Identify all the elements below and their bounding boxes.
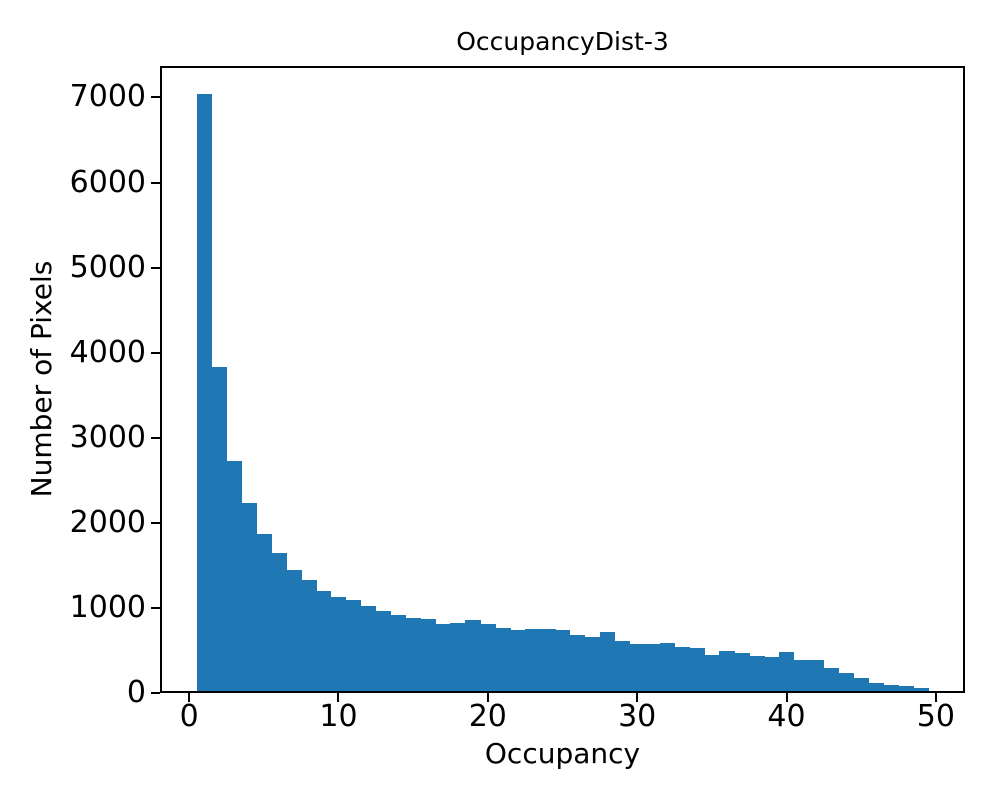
histogram-bar [569, 634, 586, 691]
histogram-bar [211, 366, 227, 691]
histogram-bar [764, 656, 780, 691]
histogram-bar [510, 630, 526, 691]
y-tick-mark [151, 521, 160, 524]
histogram-bar [525, 628, 541, 691]
histogram-bar [614, 641, 631, 691]
histogram-bar [719, 650, 735, 691]
x-tick-label: 50 [916, 699, 955, 734]
chart-title: OccupancyDist-3 [456, 27, 669, 56]
histogram-bar [689, 647, 705, 691]
y-tick-mark [151, 351, 160, 354]
y-tick-label: 5000 [69, 249, 146, 285]
histogram-bar [226, 461, 242, 691]
x-tick-label: 30 [618, 699, 657, 734]
y-tick-mark [151, 692, 160, 694]
y-tick-label: 0 [126, 675, 146, 710]
x-tick-label: 0 [179, 699, 199, 734]
histogram-bar [555, 630, 571, 691]
x-tick-mark [636, 693, 639, 702]
histogram-bar [734, 652, 750, 691]
histogram-bar [793, 659, 810, 691]
histogram-bar [301, 580, 317, 691]
histogram-bar [450, 622, 466, 691]
histogram-bar [196, 93, 212, 691]
histogram-bar [316, 590, 332, 691]
histogram-bar [331, 597, 347, 691]
y-tick-label: 4000 [69, 334, 146, 370]
histogram-bar [659, 642, 675, 691]
y-tick-mark [151, 266, 160, 269]
y-tick-label: 1000 [69, 589, 146, 625]
histogram-bars-layer [162, 68, 963, 691]
y-tick-label: 6000 [69, 164, 146, 200]
histogram-bar [465, 620, 481, 691]
y-tick-label: 3000 [69, 419, 146, 455]
histogram-bar [749, 655, 765, 691]
x-tick-label: 10 [319, 699, 358, 734]
histogram-bar [256, 533, 272, 691]
x-tick-label: 40 [767, 699, 806, 734]
x-tick-mark [486, 693, 489, 702]
y-tick-mark [151, 436, 160, 439]
histogram-bar [853, 677, 870, 691]
histogram-bar [241, 503, 257, 691]
histogram-bar [495, 628, 511, 691]
histogram-bar [345, 599, 362, 691]
histogram-bar [779, 651, 795, 691]
y-tick-label: 2000 [69, 504, 146, 540]
histogram-bar [644, 643, 661, 691]
histogram-bar [599, 632, 616, 691]
histogram-bar [390, 615, 407, 691]
histogram-bar [823, 668, 840, 691]
x-tick-label: 20 [468, 699, 507, 734]
histogram-bar [286, 570, 302, 691]
histogram-bar [584, 636, 601, 691]
x-tick-mark [934, 693, 937, 702]
histogram-bar [540, 628, 556, 691]
x-tick-mark [337, 693, 340, 702]
histogram-bar [629, 644, 646, 691]
histogram-bar [375, 611, 392, 691]
histogram-bar [838, 672, 855, 691]
histogram-bar [420, 618, 437, 691]
histogram-bar [360, 605, 377, 691]
y-tick-mark [151, 96, 160, 99]
histogram-bar [405, 617, 422, 691]
histogram-bar [704, 655, 720, 691]
histogram-bar [271, 553, 287, 691]
y-tick-mark [151, 606, 160, 609]
histogram-bar [898, 685, 914, 691]
histogram-bar [674, 647, 690, 691]
y-tick-label: 7000 [69, 79, 146, 115]
histogram-bar [435, 623, 451, 691]
x-axis-label: Occupancy [484, 737, 641, 770]
y-axis-label: Number of Pixels [25, 260, 58, 498]
x-tick-mark [188, 693, 191, 702]
x-tick-mark [785, 693, 788, 702]
histogram-bar [480, 623, 496, 691]
y-tick-mark [151, 181, 160, 184]
histogram-bar [808, 660, 825, 691]
histogram-bar [868, 682, 885, 691]
plot-area [160, 66, 965, 693]
histogram-bar [883, 685, 900, 691]
histogram-bar [913, 688, 929, 691]
